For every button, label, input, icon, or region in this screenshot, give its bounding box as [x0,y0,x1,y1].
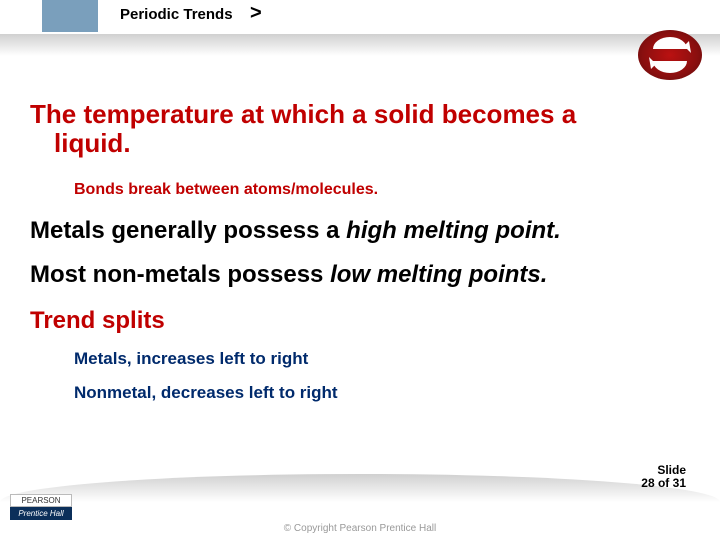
logo-prentice-hall: Prentice Hall [10,507,72,520]
metals-em: high melting point. [346,217,561,244]
trend-splits-heading: Trend splits [30,307,660,335]
header-bar: Periodic Trends > [0,0,720,58]
refresh-arrows-icon[interactable] [638,30,702,80]
header-accent-box [42,0,98,32]
trend-nonmetals-text: Nonmetal, decreases left to right [74,383,660,403]
nonmetals-pre: Most non-metals possess [30,261,330,288]
header-shadow [0,34,720,56]
logo-pearson: PEARSON [10,494,72,507]
metals-line: Metals generally possess a high melting … [30,217,660,245]
definition-line2: liquid. [30,129,660,158]
bonds-text: Bonds break between atoms/molecules. [74,181,660,199]
definition-line1: The temperature at which a solid becomes… [30,99,576,129]
copyright-text: © Copyright Pearson Prentice Hall [0,523,720,534]
nonmetals-line: Most non-metals possess low melting poin… [30,261,660,289]
breadcrumb-title: Periodic Trends [120,6,233,23]
nonmetals-em: low melting points. [330,261,547,288]
slide-counter: Slide 28 of 31 [641,464,686,490]
breadcrumb-caret: > [250,2,262,25]
slide-count-value: 28 of 31 [641,477,686,490]
trend-metals-text: Metals, increases left to right [74,349,660,369]
slide-content: The temperature at which a solid becomes… [30,100,660,403]
slide-label: Slide [641,464,686,477]
metals-pre: Metals generally possess a [30,217,346,244]
footer-curve [0,474,720,502]
definition-text: The temperature at which a solid becomes… [30,100,660,157]
